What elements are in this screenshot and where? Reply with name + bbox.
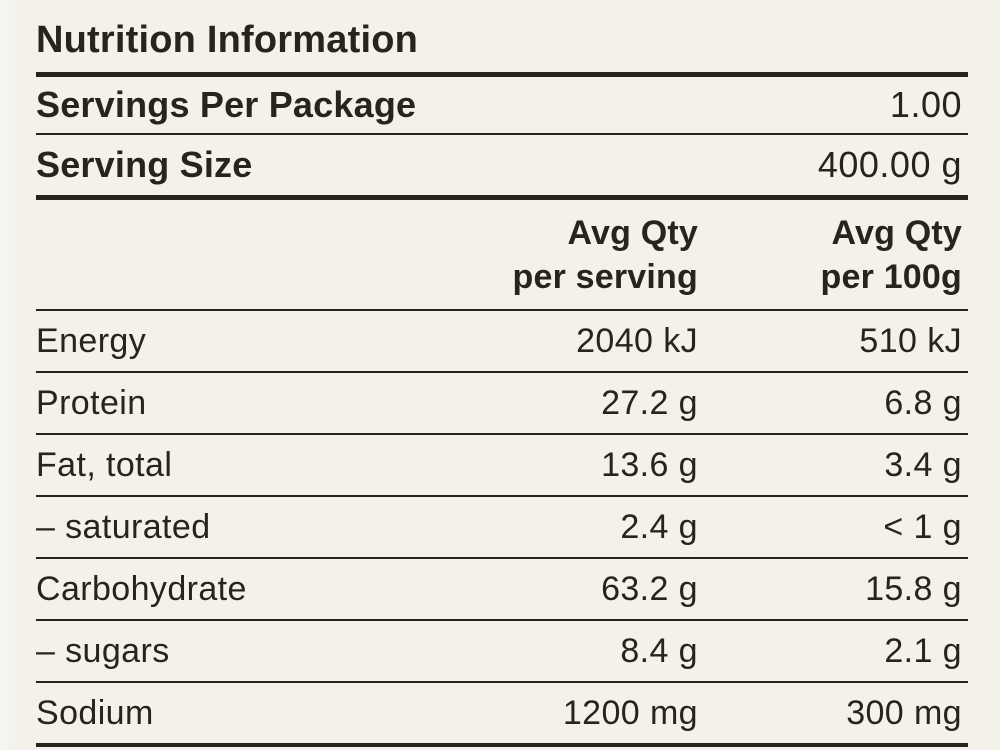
value-per-100g: 6.8 g [884, 383, 962, 422]
column-header-per-100g-line1: Avg Qty [831, 214, 962, 252]
value-per-100g: 2.1 g [884, 631, 962, 670]
column-header-per-serving-line1: Avg Qty [567, 214, 698, 252]
column-header-per-100g: Avg Qty per 100g [698, 211, 968, 299]
divider-thin [36, 133, 968, 135]
value-per-serving: 8.4 g [620, 631, 698, 670]
nutrient-row-saturated: – saturated 2.4 g < 1 g [36, 497, 968, 559]
value-per-100g: 300 mg [846, 693, 962, 732]
value-per-100g: 15.8 g [865, 569, 962, 608]
nutrient-row-protein: Protein 27.2 g 6.8 g [36, 373, 968, 435]
column-header-per-serving-line2: per serving [512, 258, 698, 296]
column-header-per-100g-line2: per 100g [820, 258, 962, 296]
nutrient-label: – sugars [36, 631, 170, 670]
value-per-100g: 3.4 g [884, 445, 962, 484]
nutrient-label: Fat, total [36, 445, 173, 484]
value-per-serving: 27.2 g [601, 383, 698, 422]
value-per-serving: 13.6 g [601, 445, 698, 484]
servings-per-package-value: 1.00 [889, 84, 962, 125]
column-header-per-serving: Avg Qty per serving [398, 211, 698, 299]
divider-thick-top [36, 72, 968, 77]
nutrient-label: Sodium [36, 693, 154, 732]
nutrient-label: Energy [36, 321, 147, 360]
nutrient-row-sugars: – sugars 8.4 g 2.1 g [36, 621, 968, 683]
nutrient-row-energy: Energy 2040 kJ 510 kJ [36, 311, 968, 373]
value-per-serving: 1200 mg [562, 693, 698, 732]
nutrient-row-carbohydrate: Carbohydrate 63.2 g 15.8 g [36, 559, 968, 621]
value-per-serving: 63.2 g [601, 569, 698, 608]
divider-thin-under-header [36, 309, 968, 311]
value-per-serving: 2040 kJ [576, 321, 698, 360]
servings-per-package-row: Servings Per Package 1.00 [36, 77, 968, 133]
serving-size-value: 400.00 g [817, 144, 962, 185]
serving-size-row: Serving Size 400.00 g [36, 135, 968, 195]
serving-size-label: Serving Size [36, 144, 253, 185]
column-header-row: Avg Qty per serving Avg Qty per 100g [36, 200, 968, 309]
nutrient-row-sodium: Sodium 1200 mg 300 mg [36, 683, 968, 747]
nutrient-label: Protein [36, 383, 147, 422]
servings-per-package-label: Servings Per Package [36, 84, 417, 125]
value-per-serving: 2.4 g [620, 507, 698, 546]
value-per-100g: 510 kJ [859, 321, 962, 360]
panel-title: Nutrition Information [36, 18, 419, 61]
value-per-100g: < 1 g [883, 507, 962, 546]
nutrient-row-fat-total: Fat, total 13.6 g 3.4 g [36, 435, 968, 497]
divider-thick-mid [36, 195, 968, 200]
nutrient-label: – saturated [36, 507, 211, 546]
nutrient-label: Carbohydrate [36, 569, 247, 608]
